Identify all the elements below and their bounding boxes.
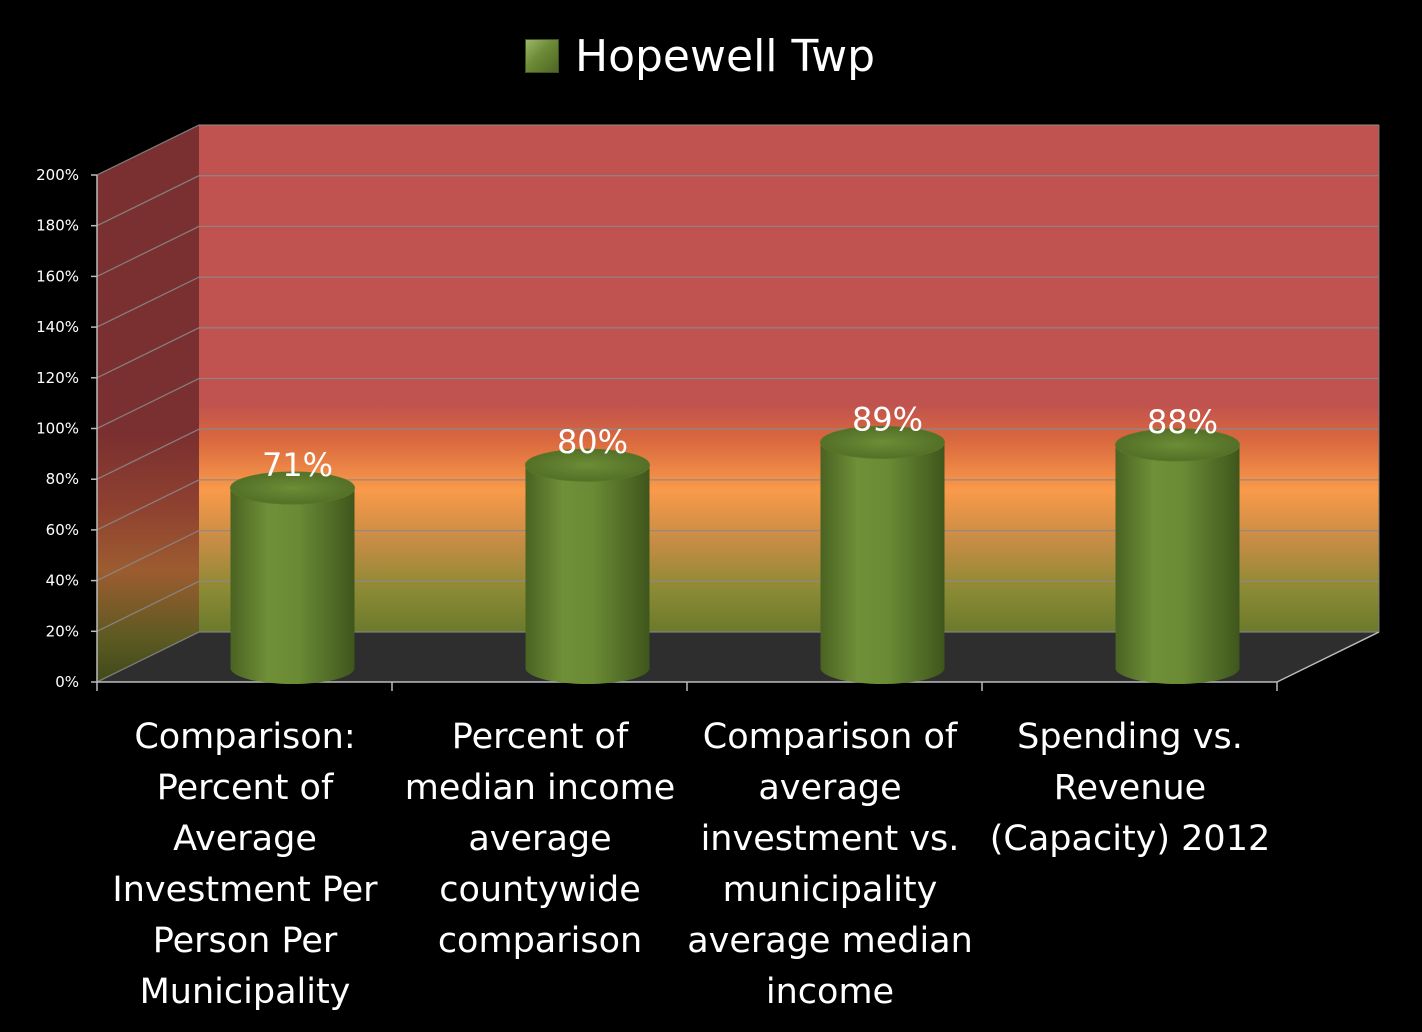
bar-top <box>1115 428 1240 462</box>
y-tick-label: 160% <box>36 267 79 285</box>
category-label-3: Comparison of average investment vs. mun… <box>687 717 973 1012</box>
gridline <box>96 580 1379 632</box>
data-label: 80% <box>557 423 628 461</box>
bars <box>230 425 1240 684</box>
bar-body <box>230 488 355 684</box>
bar-top <box>230 471 355 505</box>
floor <box>97 632 1379 682</box>
floor-right-edge <box>1276 631 1380 683</box>
y-tick-label: 120% <box>36 369 79 387</box>
gridline <box>96 428 1379 480</box>
legend-swatch <box>525 39 559 73</box>
bar <box>1115 428 1240 684</box>
gridline <box>96 225 1379 277</box>
y-axis: 0% 20% 40% 60% 80% 100% 120% 140% 160% 180% 200% <box>36 125 1380 691</box>
category-label-1: Comparison: Percent of Average Investmen… <box>112 717 378 1012</box>
legend-series-name: Hopewell Twp <box>575 30 876 82</box>
bar-body <box>1115 444 1240 684</box>
bar-body <box>525 465 650 684</box>
y-tick-label: 20% <box>46 622 79 640</box>
gridline <box>96 631 1379 683</box>
data-label: 88% <box>1147 403 1218 441</box>
y-tick-label: 60% <box>46 521 79 539</box>
bar <box>525 448 650 684</box>
category-label-4: Spending vs. Revenue (Capacity) 2012 <box>989 717 1271 859</box>
legend: Hopewell Twp <box>525 26 875 86</box>
y-tick-label: 180% <box>36 217 79 235</box>
gridline <box>96 529 1379 582</box>
y-tick-label: 140% <box>36 318 79 336</box>
gridline <box>96 327 1379 379</box>
bar <box>230 471 355 684</box>
y-tick-label: 80% <box>46 470 79 488</box>
bar <box>820 425 945 684</box>
gridline <box>96 124 1379 176</box>
bar-body <box>820 442 945 684</box>
bar-top <box>820 425 945 459</box>
y-tick-label: 40% <box>46 572 79 590</box>
y-tick-label: 0% <box>55 673 79 691</box>
data-labels: 71% 80% 89% 88% <box>262 400 1218 484</box>
category-label-2: Percent of median income average countyw… <box>404 717 676 961</box>
y-tick-label: 100% <box>36 420 79 438</box>
gridlines <box>96 124 1379 683</box>
gridline <box>96 479 1379 531</box>
data-label: 89% <box>852 400 923 438</box>
data-label: 71% <box>262 446 333 484</box>
gridline <box>96 276 1379 328</box>
gridline <box>96 377 1379 430</box>
bar-top <box>525 448 650 482</box>
y-tick-label: 200% <box>36 166 79 184</box>
gridline <box>96 175 1379 227</box>
